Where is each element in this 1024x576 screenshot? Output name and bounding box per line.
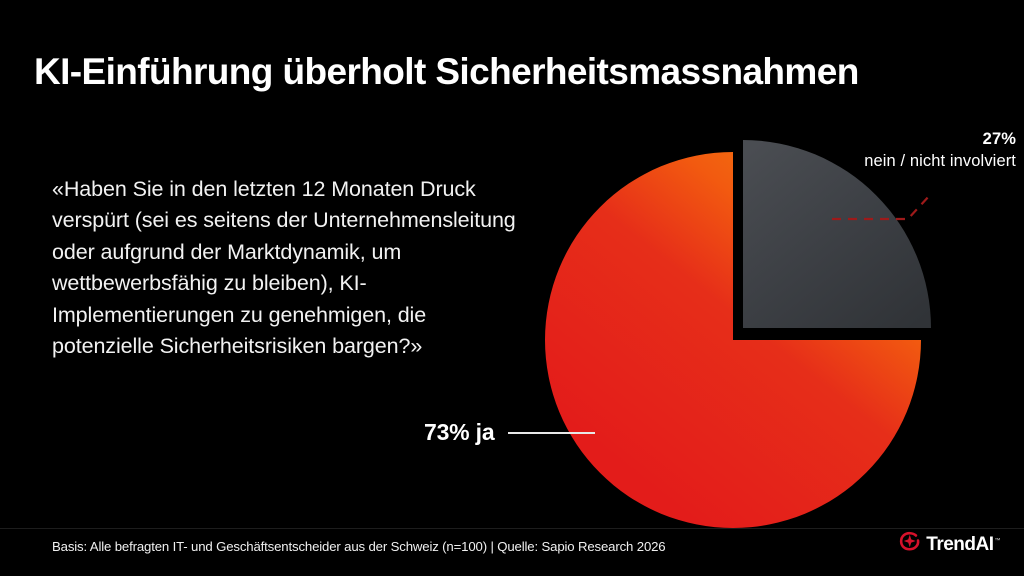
- callout-label-nein: 27% nein / nicht involviert: [864, 128, 1016, 173]
- callout-label-ja: 73% ja: [424, 419, 596, 446]
- pie-chart-svg: [545, 140, 931, 528]
- callout-percent-ja: 73% ja: [424, 419, 495, 445]
- trademark-symbol: ™: [994, 538, 1001, 545]
- pie-chart: [520, 120, 960, 540]
- brand-logo[interactable]: TrendAI™: [898, 530, 1000, 558]
- callout-percent-nein: 27%: [982, 130, 1016, 148]
- brand-name: TrendAI: [926, 533, 994, 555]
- leader-line-gray-dashed: [832, 194, 931, 221]
- callout-text-nein: nein / nicht involviert: [864, 152, 1016, 171]
- survey-question-quote: «Haben Sie in den letzten 12 Monaten Dru…: [52, 176, 516, 359]
- trend-swirl-sparkle-icon: [898, 530, 921, 558]
- footer-source-text: Basis: Alle befragten IT- und Geschäftse…: [52, 539, 666, 554]
- page-title: KI-Einführung überholt Sicherheitsmassna…: [34, 50, 859, 92]
- brand-wordmark: TrendAI™: [926, 535, 1000, 554]
- pie-slice-nein[interactable]: [743, 140, 931, 328]
- footer-divider: [0, 528, 1024, 529]
- pie-slice-ja[interactable]: [545, 152, 921, 528]
- leader-line-red-solid: [508, 431, 596, 434]
